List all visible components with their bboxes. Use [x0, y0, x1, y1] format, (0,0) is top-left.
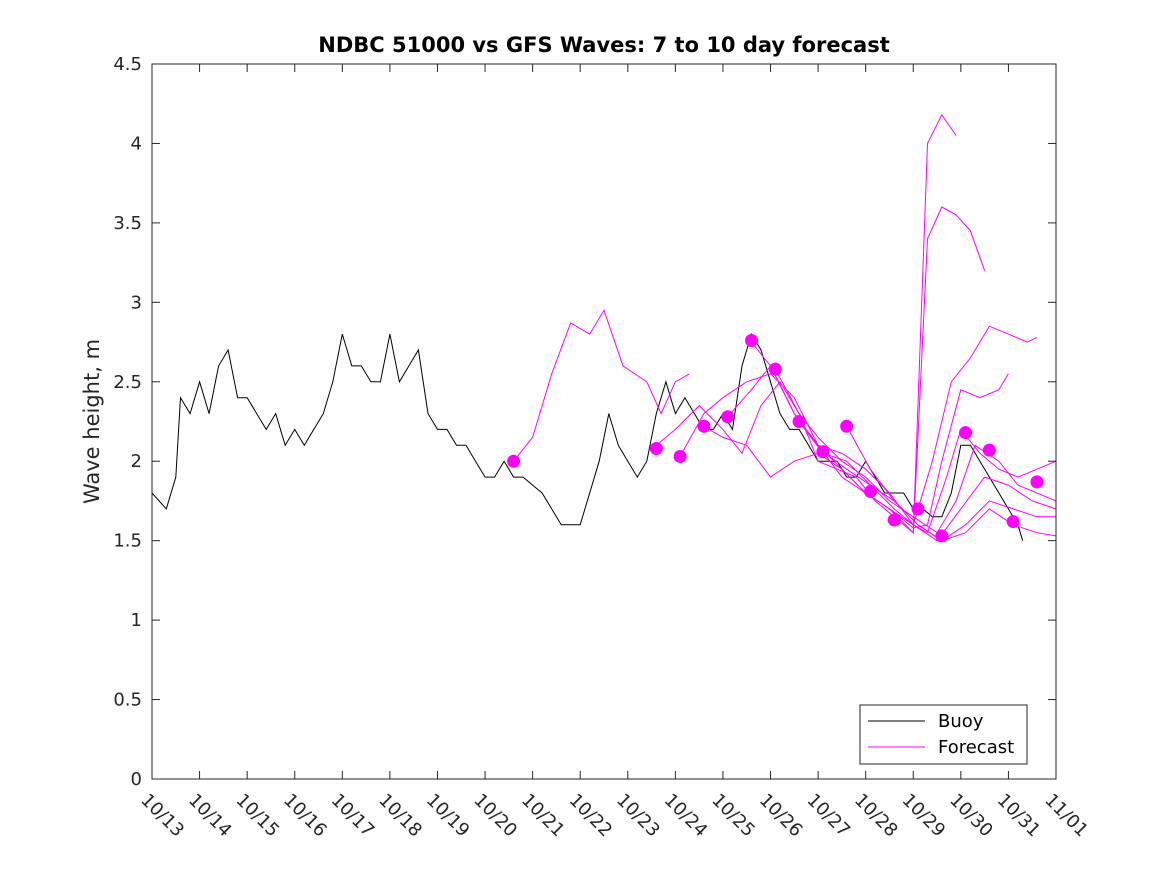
forecast-line-7 — [774, 368, 1057, 534]
legend: Buoy Forecast — [859, 704, 1028, 765]
y-tick-label: 2.5 — [113, 372, 142, 393]
y-tick-label: 0.5 — [113, 690, 142, 711]
forecast-marker — [721, 410, 735, 424]
forecast-marker — [863, 484, 877, 498]
forecast-marker — [911, 502, 925, 516]
y-axis-label: Wave height, m — [80, 339, 104, 504]
forecast-line-1 — [513, 309, 690, 462]
forecast-marker — [887, 513, 901, 527]
chart-title: NDBC 51000 vs GFS Waves: 7 to 10 day for… — [318, 33, 889, 57]
buoy-line — [151, 332, 1024, 541]
axes-layer — [151, 63, 1057, 780]
forecast-marker — [673, 449, 687, 463]
forecast-marker — [697, 419, 711, 433]
y-tick-label: 1 — [131, 610, 142, 631]
forecast-marker — [816, 445, 830, 459]
forecast-line-8 — [798, 421, 1057, 542]
forecast-marker — [649, 442, 663, 456]
legend-box — [859, 704, 1028, 765]
forecast-marker — [507, 454, 521, 468]
y-tick-label: 1.5 — [113, 531, 142, 552]
legend-buoy-label: Buoy — [938, 711, 984, 732]
plot-area — [152, 64, 1056, 779]
forecast-marker — [768, 362, 782, 376]
forecast-line-10 — [846, 426, 1057, 542]
y-ticks: 0 0.5 1 1.5 2 2.5 3 3.5 4 4.5 — [113, 54, 1056, 790]
y-tick-label: 4 — [131, 133, 142, 154]
y-tick-label: 3 — [131, 292, 142, 313]
y-tick-label: 0 — [131, 769, 142, 790]
forecast-marker — [1006, 515, 1020, 529]
y-tick-label: 4.5 — [113, 54, 142, 75]
forecast-marker — [982, 443, 996, 457]
forecast-marker — [935, 529, 949, 543]
forecast-marker — [744, 333, 758, 347]
forecast-line-2 — [655, 113, 957, 534]
axes-frame — [151, 63, 1057, 780]
forecast-marker — [792, 415, 806, 428]
forecast-marker — [1030, 475, 1044, 489]
legend-forecast-label: Forecast — [938, 737, 1014, 758]
forecast-marker — [959, 426, 973, 440]
series-layer — [151, 113, 1057, 543]
y-tick-label: 3.5 — [113, 213, 142, 234]
forecast-marker — [840, 419, 854, 433]
y-tick-label: 2 — [131, 451, 142, 472]
